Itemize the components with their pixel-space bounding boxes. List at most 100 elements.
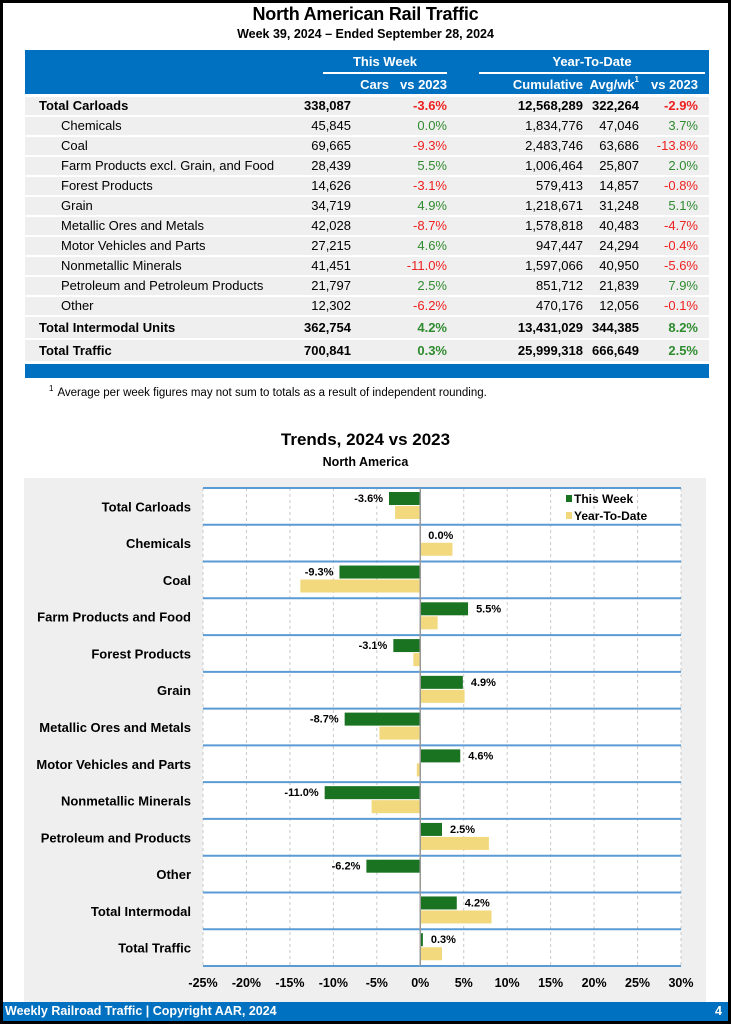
row-label: Forest Products — [61, 178, 153, 193]
bar-ytd — [416, 763, 421, 777]
row-label: Grain — [61, 198, 93, 213]
week-pct-cell: 0.3% — [417, 343, 447, 358]
table-row: Farm Products excl. Grain, and Food 28,43… — [25, 157, 709, 175]
chart-title: Trends, 2024 vs 2023 — [280, 430, 451, 449]
bar-ytd — [395, 506, 421, 519]
category-label: Farm Products and Food — [37, 610, 191, 625]
cumulative-cell: 1,578,818 — [525, 218, 583, 233]
x-tick-label: 30% — [668, 976, 693, 990]
table-header: This Week Year-To-Date Cars vs 2023 Cumu… — [25, 50, 709, 94]
avg-wk-cell: 63,686 — [599, 138, 639, 153]
ytd-pct-cell: 2.0% — [668, 158, 698, 173]
avg-wk-cell: 344,385 — [592, 320, 639, 335]
bar-this-week — [388, 492, 421, 505]
table-footer-bar — [25, 364, 709, 378]
group-ytd: Year-To-Date — [552, 54, 632, 69]
category-label: Grain — [157, 683, 191, 698]
week-pct-cell: 2.5% — [417, 278, 447, 293]
bar-ytd — [420, 947, 442, 961]
table-row: Chemicals 45,845 0.0% 1,834,776 47,046 3.7% — [25, 117, 709, 135]
data-label: -3.1% — [359, 640, 388, 652]
avg-wk-cell: 40,950 — [599, 258, 639, 273]
ytd-pct-cell: -5.6% — [664, 258, 698, 273]
page: North American Rail Traffic Week 39, 202… — [3, 3, 728, 1021]
cars-cell: 14,626 — [311, 178, 351, 193]
bar-this-week — [420, 822, 442, 836]
avg-wk-cell: 12,056 — [599, 298, 639, 313]
cars-cell: 42,028 — [311, 218, 351, 233]
col-header-cars: Cars — [360, 77, 389, 92]
footnote: 1 Average per week figures may not sum to… — [49, 384, 487, 399]
week-pct-cell: 4.9% — [417, 198, 447, 213]
cumulative-cell: 1,218,671 — [525, 198, 583, 213]
category-label: Total Intermodal — [91, 904, 191, 919]
data-label: 0.3% — [431, 934, 456, 946]
plot-area — [203, 488, 681, 966]
ytd-pct-cell: 5.1% — [668, 198, 698, 213]
avg-wk-cell: 21,839 — [599, 278, 639, 293]
x-tick-label: 20% — [582, 976, 607, 990]
table-row: Other 12,302 -6.2% 470,176 12,056 -0.1% — [25, 297, 709, 315]
category-label: Total Carloads — [102, 499, 191, 514]
group-this-week: This Week — [352, 54, 418, 69]
bar-ytd — [420, 836, 489, 850]
avg-wk-cell: 24,294 — [599, 238, 639, 253]
bar-this-week — [339, 565, 421, 579]
footnote-marker: 1 — [634, 75, 639, 84]
bar-ytd — [300, 579, 421, 593]
bar-ytd — [413, 653, 421, 667]
cumulative-cell: 1,597,066 — [525, 258, 583, 273]
bar-this-week — [393, 639, 421, 653]
group-this-week-underline — [323, 72, 447, 74]
x-tick-label: -15% — [275, 976, 304, 990]
data-label: -6.2% — [332, 861, 361, 873]
bar-this-week — [420, 675, 463, 689]
week-pct-cell: -9.3% — [413, 138, 447, 153]
row-label: Motor Vehicles and Parts — [61, 238, 206, 253]
ytd-pct-cell: 7.9% — [668, 278, 698, 293]
week-pct-cell: -8.7% — [413, 218, 447, 233]
row-label: Metallic Ores and Metals — [61, 218, 205, 233]
category-label: Petroleum and Products — [41, 830, 191, 845]
avg-wk-cell: 25,807 — [599, 158, 639, 173]
category-label: Chemicals — [126, 536, 191, 551]
x-tick-label: 5% — [455, 976, 473, 990]
x-tick-label: 25% — [625, 976, 650, 990]
page-number: 4 — [715, 1004, 722, 1018]
bar-ytd — [379, 726, 421, 740]
x-tick-label: -25% — [188, 976, 217, 990]
data-label: 2.5% — [450, 824, 475, 836]
data-label: -11.0% — [284, 787, 318, 799]
ytd-pct-cell: -0.1% — [664, 298, 698, 313]
ytd-pct-cell: -2.9% — [664, 98, 698, 113]
category-label: Other — [156, 867, 191, 882]
row-label: Farm Products excl. Grain, and Food — [61, 158, 275, 173]
row-label: Other — [61, 298, 94, 313]
week-pct-cell: 4.2% — [417, 320, 447, 335]
group-ytd-underline — [479, 72, 705, 74]
cumulative-cell: 1,834,776 — [525, 118, 583, 133]
cars-cell: 41,451 — [311, 258, 351, 273]
ytd-pct-cell: 2.5% — [668, 343, 698, 358]
col-header-vs2023-ytd: vs 2023 — [651, 77, 698, 92]
category-label: Metallic Ores and Metals — [39, 720, 191, 735]
cars-cell: 27,215 — [311, 238, 351, 253]
table-row: Motor Vehicles and Parts 27,215 4.6% 947,44… — [25, 237, 709, 255]
x-tick-label: 15% — [538, 976, 563, 990]
week-pct-cell: 0.0% — [417, 118, 447, 133]
legend-label-this-week: This Week — [574, 492, 633, 506]
week-pct-cell: 5.5% — [417, 158, 447, 173]
avg-wk-cell: 47,046 — [599, 118, 639, 133]
ytd-pct-cell: 3.7% — [668, 118, 698, 133]
cumulative-cell: 2,483,746 — [525, 138, 583, 153]
cars-cell: 34,719 — [311, 198, 351, 213]
data-label: -9.3% — [305, 567, 334, 579]
category-label: Coal — [163, 573, 191, 588]
ytd-pct-cell: 8.2% — [668, 320, 698, 335]
cumulative-cell: 12,568,289 — [517, 98, 583, 113]
bar-this-week — [344, 712, 421, 726]
row-label: Total Traffic — [39, 343, 112, 358]
ytd-pct-cell: -0.8% — [664, 178, 698, 193]
data-label: 5.5% — [476, 603, 501, 615]
ytd-pct-cell: -13.8% — [656, 138, 698, 153]
